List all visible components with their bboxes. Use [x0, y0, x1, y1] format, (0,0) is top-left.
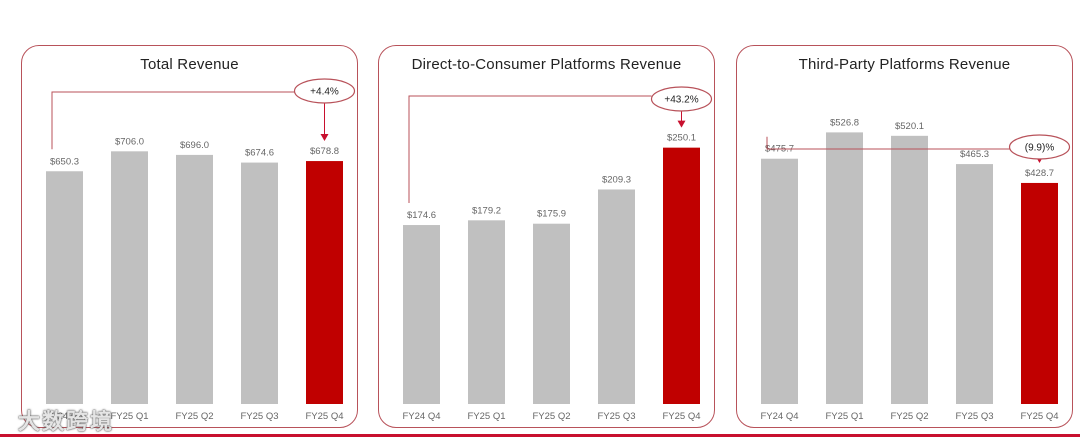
- bar-chart: $174.6 FY24 Q4 $179.2 FY25 Q1 $175.9 FY25 Q2 $…: [402, 86, 713, 422]
- callout-arrow-head: [677, 120, 686, 128]
- callout-arrow-head: [320, 134, 329, 142]
- change-callout-label: +4.4%: [310, 87, 339, 98]
- data-label: $465.3: [960, 149, 989, 160]
- chart-title: Direct-to-Consumer Platforms Revenue: [411, 56, 682, 73]
- bar-highlight: [1021, 182, 1058, 404]
- category-label: FY25 Q3: [240, 411, 278, 422]
- data-label: $209.3: [602, 174, 631, 185]
- chart-panel-third-party-revenue: Third-Party Platforms Revenue $475.7 FY24…: [736, 45, 1073, 428]
- data-label: $179.2: [472, 205, 501, 216]
- change-callout: [1008, 134, 1071, 160]
- bar: [826, 132, 863, 404]
- category-label: FY25 Q4: [305, 411, 343, 422]
- category-label: FY25 Q2: [532, 411, 570, 422]
- chart-panel-dtc-revenue: Direct-to-Consumer Platforms Revenue $17…: [378, 45, 715, 428]
- comparison-bracket: [766, 136, 1010, 150]
- bar-highlight: [306, 161, 343, 404]
- category-label: FY24 Q4: [760, 411, 798, 422]
- bar: [176, 154, 213, 404]
- change-callout-label: (9.9)%: [1025, 143, 1055, 154]
- bar: [761, 158, 798, 404]
- category-label: FY25 Q4: [1020, 411, 1058, 422]
- category-label: FY25 Q1: [825, 411, 863, 422]
- bar-highlight: [663, 147, 700, 404]
- bar: [111, 151, 148, 404]
- bar: [891, 135, 928, 405]
- chart-title: Total Revenue: [140, 56, 239, 73]
- change-callout-label: +43.2%: [664, 95, 698, 106]
- category-label: FY25 Q2: [890, 411, 928, 422]
- data-label: $250.1: [667, 133, 696, 144]
- bar: [241, 162, 278, 404]
- data-label: $674.6: [245, 148, 274, 159]
- bar: [533, 223, 570, 404]
- category-label: FY25 Q2: [175, 411, 213, 422]
- data-label: $650.3: [50, 156, 79, 167]
- data-label: $175.9: [537, 209, 566, 220]
- category-label: FY25 Q1: [110, 411, 148, 422]
- bar: [46, 171, 83, 404]
- data-label: $706.0: [115, 136, 144, 147]
- chart-title: Third-Party Platforms Revenue: [798, 56, 1011, 73]
- bar: [468, 220, 505, 404]
- data-label: $526.8: [830, 117, 859, 128]
- category-label: FY24 Q4: [402, 411, 440, 422]
- chart-panel-total-revenue: Total Revenue $650.3 FY24 Q4 $706.0 FY25 Q1…: [21, 45, 358, 428]
- category-label: FY25 Q3: [597, 411, 635, 422]
- change-callout: [650, 86, 713, 112]
- data-label: $428.7: [1025, 168, 1054, 179]
- watermark: 大数跨境: [18, 409, 115, 434]
- bar-chart: $650.3 FY24 Q4 $706.0 FY25 Q1 $696.0 FY25 Q2 $…: [45, 78, 356, 422]
- bar: [956, 164, 993, 404]
- data-label: $696.0: [180, 140, 209, 151]
- change-callout: [293, 78, 356, 104]
- category-label: FY24 Q4: [45, 411, 83, 422]
- data-label: $678.8: [310, 146, 339, 157]
- comparison-bracket: [51, 91, 295, 150]
- footer-rule: [0, 434, 1080, 437]
- bar: [403, 225, 440, 404]
- data-label: $174.6: [407, 210, 436, 221]
- category-label: FY25 Q4: [662, 411, 700, 422]
- category-label: FY25 Q3: [955, 411, 993, 422]
- category-label: FY25 Q1: [467, 411, 505, 422]
- bar: [598, 189, 635, 404]
- comparison-bracket: [408, 95, 652, 204]
- data-label: $520.1: [895, 121, 924, 132]
